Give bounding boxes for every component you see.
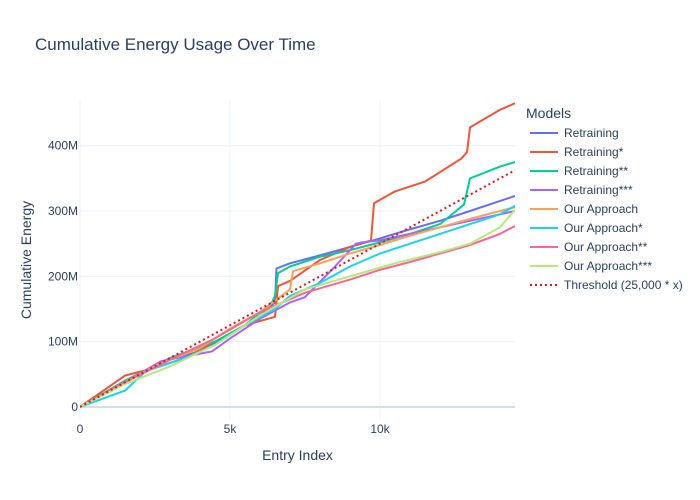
legend-label: Retraining** — [564, 164, 628, 178]
legend-label: Retraining — [564, 126, 619, 140]
legend-label: Threshold (25,000 * x) — [564, 278, 683, 292]
x-tick-label: 5k — [224, 422, 238, 436]
legend-label: Our Approach — [564, 202, 638, 216]
legend-item[interactable]: Threshold (25,000 * x) — [530, 278, 683, 292]
legend-label: Our Approach*** — [564, 259, 652, 273]
y-tick-label: 0 — [71, 400, 78, 414]
series-line-3 — [80, 210, 515, 408]
legend-items[interactable]: Retraining Retraining* Retraining** Retrain… — [530, 126, 683, 292]
legend-item[interactable]: Retraining — [530, 126, 619, 140]
series-line-7 — [80, 209, 515, 408]
x-axis-title: Entry Index — [262, 447, 333, 463]
legend-title: Models — [526, 105, 571, 121]
x-tick-label: 10k — [370, 422, 390, 436]
legend-item[interactable]: Retraining* — [530, 145, 624, 159]
legend-item[interactable]: Our Approach* — [530, 221, 643, 235]
legend-item[interactable]: Retraining** — [530, 164, 628, 178]
y-tick-label: 400M — [48, 139, 78, 153]
y-tick-label: 300M — [48, 204, 78, 218]
legend-item[interactable]: Our Approach*** — [530, 259, 652, 273]
axis-ticks: 0 5k 10k 0 100M 200M 300M 400M — [48, 139, 391, 436]
legend-label: Our Approach* — [564, 221, 643, 235]
legend-label: Our Approach** — [564, 240, 648, 254]
legend-label: Retraining* — [564, 145, 624, 159]
legend-item[interactable]: Our Approach** — [530, 240, 648, 254]
legend[interactable]: Models Retraining Retraining* Retraining**… — [526, 105, 683, 292]
y-tick-label: 200M — [48, 269, 78, 283]
legend-item[interactable]: Retraining*** — [530, 183, 633, 197]
series-line-6 — [80, 225, 515, 408]
x-tick-label: 0 — [77, 422, 84, 436]
series-lines — [80, 102, 515, 408]
y-tick-label: 100M — [48, 335, 78, 349]
legend-label: Retraining*** — [564, 183, 633, 197]
chart-title: Cumulative Energy Usage Over Time — [35, 35, 316, 54]
series-line-1 — [80, 102, 515, 408]
legend-item[interactable]: Our Approach — [530, 202, 638, 216]
y-axis-title: Cumulative Energy — [18, 201, 34, 319]
